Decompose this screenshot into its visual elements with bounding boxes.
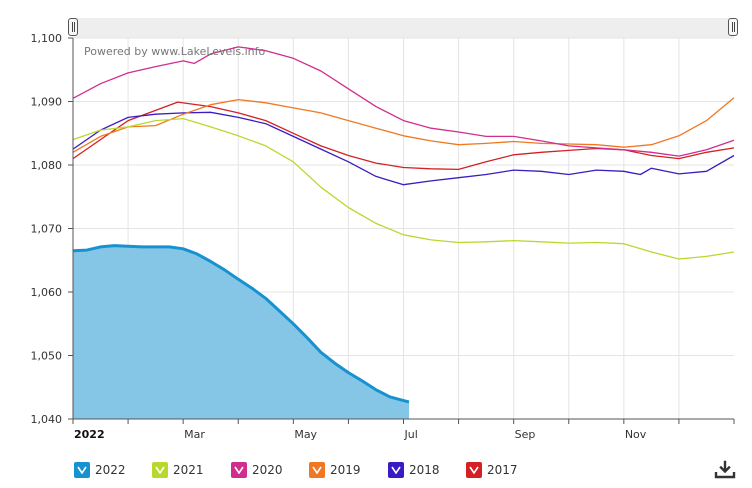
legend-item-2022[interactable]: 2022 — [74, 461, 126, 479]
x-tick-label: 2022 — [74, 428, 105, 441]
download-icon[interactable] — [714, 460, 736, 480]
y-tick-label: 1,050 — [31, 350, 63, 363]
range-end-handle[interactable] — [728, 18, 738, 36]
x-tick-label: Jul — [404, 428, 418, 441]
checkmark-icon — [309, 462, 325, 478]
y-tick-label: 1,040 — [31, 413, 63, 426]
series-layer — [72, 46, 735, 419]
checkmark-icon — [388, 462, 404, 478]
x-tick-label: Nov — [625, 428, 647, 441]
legend-item-2020[interactable]: 2020 — [231, 461, 283, 479]
legend-item-2018[interactable]: 2018 — [388, 461, 440, 479]
y-tick-label: 1,080 — [31, 159, 63, 172]
legend-label: 2021 — [173, 463, 204, 477]
x-tick-label: Mar — [184, 428, 205, 441]
axes: 1,040 1,050 1,060 1,070 1,080 1,090 1,100 2022 M… — [31, 32, 735, 441]
range-navigator[interactable] — [73, 18, 734, 38]
legend-item-2017[interactable]: 2017 — [466, 461, 518, 479]
y-tick-label: 1,100 — [31, 32, 63, 45]
watermark-text: Powered by www.LakeLevels.info — [84, 45, 266, 58]
x-tick-label: Sep — [515, 428, 536, 441]
legend-label: 2020 — [252, 463, 283, 477]
checkmark-icon — [74, 462, 90, 478]
x-tick-label: May — [294, 428, 317, 441]
grid — [73, 37, 734, 420]
legend-label: 2019 — [330, 463, 361, 477]
range-start-handle[interactable] — [68, 18, 78, 36]
y-tick-label: 1,070 — [31, 223, 63, 236]
y-tick-label: 1,090 — [31, 96, 63, 109]
legend-item-2019[interactable]: 2019 — [309, 461, 361, 479]
checkmark-icon — [152, 462, 168, 478]
legend-label: 2017 — [487, 463, 518, 477]
series-2022-line[interactable] — [72, 244, 410, 404]
series-2020-line[interactable] — [72, 46, 735, 157]
series-2021-line[interactable] — [72, 117, 735, 260]
series-2022-area — [73, 245, 409, 419]
legend-label: 2022 — [95, 463, 126, 477]
checkmark-icon — [466, 462, 482, 478]
legend-label: 2018 — [409, 463, 440, 477]
legend-item-2021[interactable]: 2021 — [152, 461, 204, 479]
y-tick-label: 1,060 — [31, 286, 63, 299]
checkmark-icon — [231, 462, 247, 478]
series-2019-line[interactable] — [72, 97, 735, 153]
navigator-track[interactable] — [73, 18, 734, 38]
